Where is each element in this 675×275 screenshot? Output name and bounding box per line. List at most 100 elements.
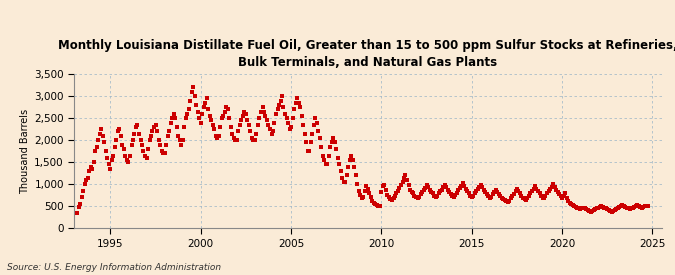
Point: [115, 134, 126, 138]
Point: [443, 189, 454, 194]
Point: [367, 199, 378, 203]
Point: [579, 206, 590, 211]
Point: [140, 153, 151, 158]
Text: Source: U.S. Energy Information Administration: Source: U.S. Energy Information Administ…: [7, 263, 221, 272]
Point: [542, 191, 553, 196]
Point: [576, 206, 587, 211]
Point: [556, 194, 566, 198]
Point: [271, 112, 281, 116]
Point: [622, 205, 632, 210]
Point: [415, 192, 426, 196]
Point: [252, 123, 263, 127]
Point: [479, 187, 489, 192]
Point: [497, 196, 508, 200]
Point: [584, 209, 595, 213]
Point: [632, 203, 643, 207]
Point: [472, 187, 483, 191]
Point: [141, 156, 152, 160]
Point: [74, 205, 84, 209]
Point: [206, 118, 217, 123]
Point: [486, 194, 497, 199]
Point: [313, 129, 323, 134]
Point: [626, 206, 637, 211]
Point: [547, 182, 558, 186]
Point: [416, 189, 427, 194]
Point: [245, 129, 256, 134]
Point: [174, 138, 185, 142]
Point: [512, 187, 522, 191]
Point: [188, 85, 198, 90]
Point: [311, 120, 322, 125]
Point: [506, 196, 516, 200]
Point: [147, 129, 158, 134]
Point: [265, 127, 275, 131]
Point: [383, 195, 394, 200]
Point: [394, 186, 405, 190]
Point: [534, 191, 545, 196]
Point: [250, 138, 261, 142]
Point: [108, 153, 119, 158]
Point: [485, 196, 495, 200]
Point: [388, 196, 399, 200]
Point: [526, 189, 537, 194]
Y-axis label: Thousand Barrels: Thousand Barrels: [20, 109, 30, 194]
Point: [601, 206, 612, 211]
Point: [150, 123, 161, 127]
Point: [567, 203, 578, 207]
Point: [155, 142, 165, 147]
Point: [628, 205, 639, 210]
Point: [236, 118, 247, 123]
Point: [594, 205, 605, 209]
Point: [569, 204, 580, 208]
Point: [504, 198, 515, 203]
Point: [76, 195, 87, 200]
Point: [551, 187, 562, 192]
Point: [637, 205, 647, 210]
Point: [585, 210, 596, 214]
Point: [617, 203, 628, 207]
Point: [358, 195, 369, 200]
Point: [179, 125, 190, 129]
Point: [528, 186, 539, 191]
Point: [441, 185, 452, 189]
Point: [438, 185, 449, 189]
Point: [113, 129, 124, 134]
Point: [385, 197, 396, 201]
Point: [590, 207, 601, 211]
Point: [371, 203, 382, 207]
Point: [152, 129, 163, 134]
Point: [446, 192, 456, 196]
Point: [218, 114, 229, 118]
Point: [480, 189, 491, 194]
Point: [305, 140, 316, 145]
Point: [129, 131, 140, 136]
Point: [111, 138, 122, 142]
Point: [292, 96, 302, 101]
Point: [267, 129, 278, 134]
Point: [460, 186, 471, 191]
Point: [396, 183, 406, 187]
Point: [75, 202, 86, 206]
Point: [238, 114, 248, 118]
Point: [331, 147, 342, 151]
Title: Monthly Louisiana Distillate Fuel Oil, Greater than 15 to 500 ppm Sulfur Stocks : Monthly Louisiana Distillate Fuel Oil, G…: [58, 39, 675, 69]
Point: [597, 205, 608, 209]
Point: [340, 180, 351, 184]
Point: [606, 210, 617, 214]
Point: [643, 204, 653, 209]
Point: [186, 90, 197, 94]
Point: [616, 204, 626, 208]
Point: [610, 208, 620, 212]
Point: [425, 187, 435, 192]
Point: [338, 180, 349, 184]
Point: [369, 200, 379, 205]
Point: [498, 197, 509, 201]
Point: [412, 196, 423, 200]
Point: [142, 147, 153, 151]
Point: [493, 192, 504, 196]
Point: [213, 134, 224, 138]
Point: [465, 194, 476, 198]
Point: [293, 101, 304, 105]
Point: [427, 191, 438, 196]
Point: [346, 153, 356, 158]
